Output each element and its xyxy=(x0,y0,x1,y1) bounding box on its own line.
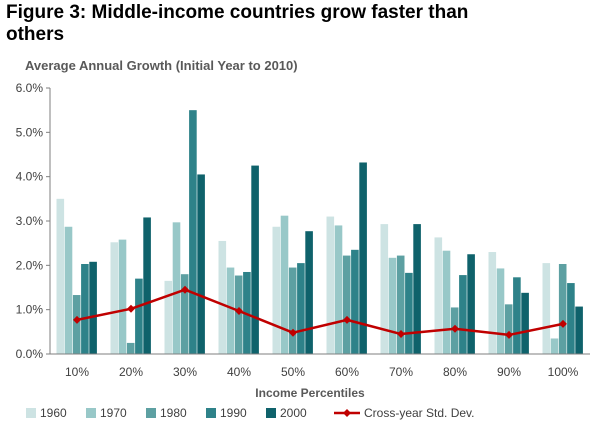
bar-1970-50% xyxy=(280,215,289,354)
y-tick-label: 2.0% xyxy=(16,258,44,272)
bar-1970-90% xyxy=(496,268,505,354)
legend-label-1980: 1980 xyxy=(160,406,187,420)
y-tick-label: 0.0% xyxy=(16,347,44,361)
std-dev-point-70% xyxy=(397,330,405,339)
legend-swatch-1960 xyxy=(26,408,36,418)
legend-label-1990: 1990 xyxy=(220,406,247,420)
std-dev-point-30% xyxy=(181,285,189,294)
y-tick-label: 1.0% xyxy=(16,303,44,317)
bar-1990-90% xyxy=(513,277,521,354)
x-axis-label: Income Percentiles xyxy=(255,386,365,400)
legend-swatch-1970 xyxy=(86,408,96,418)
x-tick-label: 70% xyxy=(389,365,413,379)
bar-1980-100% xyxy=(558,264,567,354)
x-tick-label: 90% xyxy=(497,365,521,379)
y-tick-label: 4.0% xyxy=(16,170,44,184)
y-tick-label: 6.0% xyxy=(16,81,44,95)
legend-label-2000: 2000 xyxy=(280,406,307,420)
bar-1970-70% xyxy=(388,257,397,354)
x-tick-label: 80% xyxy=(443,365,467,379)
bar-1960-30% xyxy=(164,280,173,354)
chart-subtitle: Average Annual Growth (Initial Year to 2… xyxy=(25,58,298,73)
bar-1980-40% xyxy=(234,275,243,354)
x-tick-label: 60% xyxy=(335,365,359,379)
std-dev-point-90% xyxy=(505,330,513,339)
bar-1990-30% xyxy=(189,110,197,355)
bar-1970-100% xyxy=(550,338,559,354)
bar-1990-100% xyxy=(567,283,575,354)
legend-label-std-dev: Cross-year Std. Dev. xyxy=(364,406,474,420)
bar-1970-60% xyxy=(334,225,343,354)
bar-2000-50% xyxy=(305,231,313,354)
line-series-std-dev xyxy=(76,288,564,337)
bar-2000-40% xyxy=(251,165,259,354)
bar-2000-20% xyxy=(143,217,151,354)
bar-1960-40% xyxy=(218,240,227,354)
bar-1960-90% xyxy=(488,252,497,354)
bar-1980-70% xyxy=(396,255,405,354)
bar-1980-20% xyxy=(126,342,135,354)
bar-1960-70% xyxy=(380,224,389,354)
std-dev-point-40% xyxy=(235,306,243,315)
bar-1990-70% xyxy=(405,272,413,354)
bar-2000-30% xyxy=(197,174,205,354)
bar-1990-60% xyxy=(351,249,359,354)
bar-2000-100% xyxy=(575,306,583,354)
bar-1960-50% xyxy=(272,226,281,354)
legend-label-1960: 1960 xyxy=(40,406,67,420)
bar-1980-60% xyxy=(342,255,351,354)
bar-1980-50% xyxy=(288,267,297,354)
bar-1970-10% xyxy=(64,226,73,354)
bar-1990-50% xyxy=(297,263,305,354)
std-dev-point-80% xyxy=(451,324,459,333)
legend-label-1970: 1970 xyxy=(100,406,127,420)
bar-1960-60% xyxy=(326,216,335,354)
x-tick-label: 50% xyxy=(281,365,305,379)
legend-swatch-1990 xyxy=(206,408,216,418)
std-dev-point-60% xyxy=(343,315,351,324)
bar-1990-20% xyxy=(135,278,143,354)
y-tick-label: 5.0% xyxy=(16,125,44,139)
bar-1970-80% xyxy=(442,250,451,354)
std-dev-point-20% xyxy=(127,304,135,313)
bar-1990-80% xyxy=(459,275,467,354)
y-tick-label: 3.0% xyxy=(16,214,44,228)
x-tick-label: 40% xyxy=(227,365,251,379)
bar-1970-40% xyxy=(226,267,235,354)
bar-1980-90% xyxy=(504,304,513,354)
chart-title: Figure 3: Middle-income countries grow f… xyxy=(6,2,469,45)
bar-1970-20% xyxy=(118,239,127,354)
legend-swatch-1980 xyxy=(146,408,156,418)
x-tick-label: 10% xyxy=(65,365,89,379)
bar-2000-60% xyxy=(359,162,367,354)
x-tick-label: 100% xyxy=(548,365,579,379)
bar-1980-30% xyxy=(180,274,189,354)
legend-swatch-2000 xyxy=(266,408,276,418)
bar-1960-20% xyxy=(110,242,119,354)
x-tick-label: 20% xyxy=(119,365,143,379)
bar-2000-80% xyxy=(467,254,475,354)
bar-2000-90% xyxy=(521,292,529,354)
std-dev-point-100% xyxy=(559,319,567,328)
x-tick-label: 30% xyxy=(173,365,197,379)
std-dev-point-50% xyxy=(289,328,297,337)
bar-1990-10% xyxy=(81,264,89,354)
bar-1960-100% xyxy=(542,263,551,354)
legend-marker-std-dev xyxy=(343,409,351,417)
bar-1960-10% xyxy=(56,198,65,354)
bar-2000-10% xyxy=(89,261,97,354)
bar-1970-30% xyxy=(172,222,181,354)
std-dev-point-10% xyxy=(73,315,81,324)
bar-1960-80% xyxy=(434,237,443,354)
bar-2000-70% xyxy=(413,224,421,354)
bar-1980-10% xyxy=(72,295,81,354)
